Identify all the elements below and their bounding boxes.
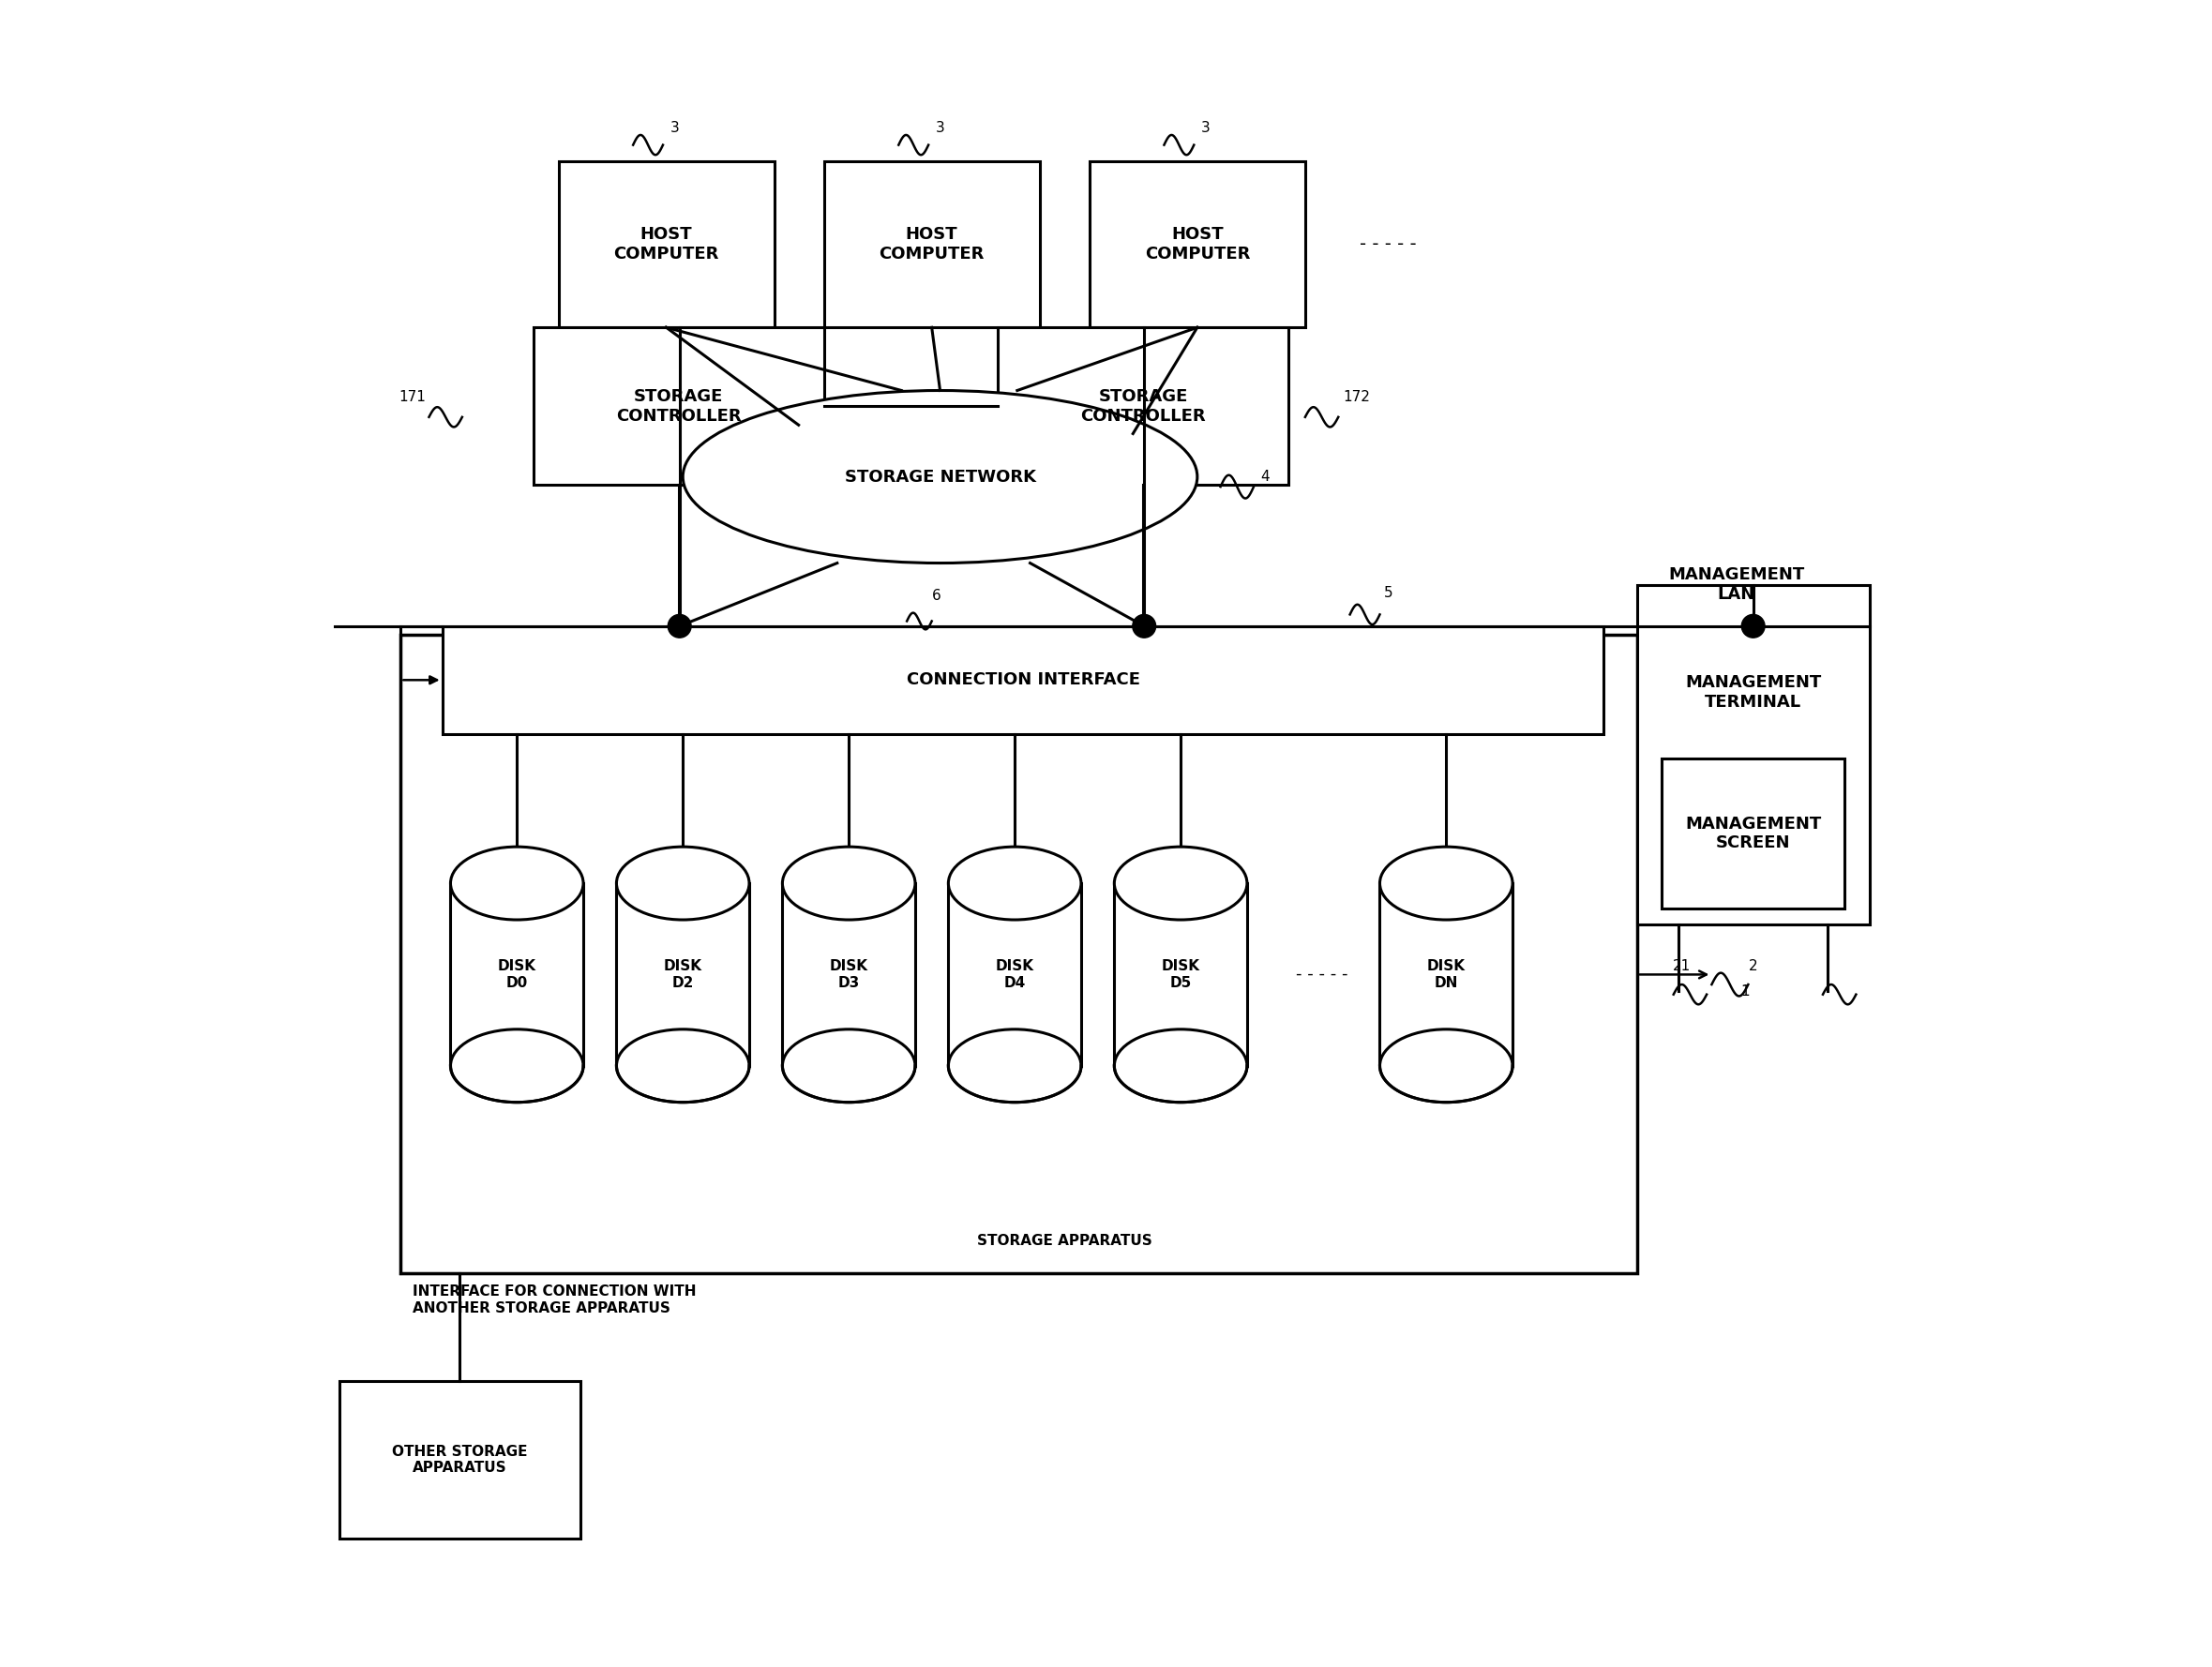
Bar	[823, 162, 1040, 327]
Circle shape	[668, 615, 690, 638]
Bar	[783, 884, 916, 1065]
Bar	[557, 162, 774, 327]
Text: 3: 3	[670, 122, 679, 135]
Text: STORAGE NETWORK: STORAGE NETWORK	[845, 468, 1035, 485]
Text: 171: 171	[398, 390, 425, 403]
Text: 1: 1	[1741, 984, 1750, 999]
Ellipse shape	[949, 847, 1082, 920]
Text: HOST
COMPUTER: HOST COMPUTER	[613, 227, 719, 263]
Ellipse shape	[684, 390, 1197, 563]
Text: OTHER STORAGE
APPARATUS: OTHER STORAGE APPARATUS	[392, 1445, 526, 1475]
Bar	[451, 884, 584, 1065]
Circle shape	[1133, 615, 1157, 638]
Ellipse shape	[949, 1029, 1082, 1102]
Text: INTERFACE FOR CONNECTION WITH
ANOTHER STORAGE APPARATUS: INTERFACE FOR CONNECTION WITH ANOTHER ST…	[411, 1285, 697, 1315]
Ellipse shape	[1115, 1029, 1248, 1102]
Ellipse shape	[1380, 1029, 1513, 1102]
Text: 2: 2	[1750, 959, 1759, 974]
Text: 172: 172	[1343, 390, 1371, 403]
Bar	[998, 327, 1290, 485]
Text: CONNECTION INTERFACE: CONNECTION INTERFACE	[907, 672, 1139, 688]
Bar	[400, 635, 1637, 1274]
Text: HOST
COMPUTER: HOST COMPUTER	[878, 227, 984, 263]
Ellipse shape	[617, 847, 750, 920]
Text: - - - - -: - - - - -	[1296, 967, 1347, 984]
Text: STORAGE APPARATUS: STORAGE APPARATUS	[978, 1234, 1152, 1249]
Text: STORAGE
CONTROLLER: STORAGE CONTROLLER	[1082, 388, 1206, 425]
Text: DISK
D5: DISK D5	[1161, 959, 1199, 990]
Text: 3: 3	[936, 122, 945, 135]
Text: DISK
D4: DISK D4	[995, 959, 1033, 990]
Text: 6: 6	[931, 588, 942, 603]
Text: DISK
D0: DISK D0	[498, 959, 535, 990]
Bar	[442, 627, 1604, 733]
Bar	[533, 327, 823, 485]
Bar	[1637, 585, 1869, 925]
Text: - - - - -: - - - - -	[1360, 235, 1416, 253]
Text: DISK
D3: DISK D3	[830, 959, 867, 990]
Bar	[1115, 884, 1248, 1065]
Text: 3: 3	[1201, 122, 1210, 135]
Text: STORAGE
CONTROLLER: STORAGE CONTROLLER	[617, 388, 741, 425]
Text: DISK
DN: DISK DN	[1427, 959, 1464, 990]
Ellipse shape	[451, 847, 584, 920]
Bar	[949, 884, 1082, 1065]
Bar	[1088, 162, 1305, 327]
Text: MANAGEMENT
SCREEN: MANAGEMENT SCREEN	[1686, 815, 1820, 852]
Ellipse shape	[617, 1029, 750, 1102]
Text: 5: 5	[1382, 585, 1394, 600]
Text: 4: 4	[1261, 470, 1270, 483]
Ellipse shape	[1115, 847, 1248, 920]
Circle shape	[1741, 615, 1765, 638]
Text: HOST
COMPUTER: HOST COMPUTER	[1144, 227, 1250, 263]
Ellipse shape	[451, 1029, 584, 1102]
Bar	[617, 884, 750, 1065]
Ellipse shape	[783, 847, 916, 920]
Text: 21: 21	[1672, 959, 1690, 974]
Ellipse shape	[1380, 847, 1513, 920]
Text: MANAGEMENT
LAN: MANAGEMENT LAN	[1668, 567, 1805, 603]
Text: DISK
D2: DISK D2	[664, 959, 701, 990]
Bar	[338, 1380, 580, 1539]
Bar	[1661, 758, 1845, 909]
Bar	[1380, 884, 1513, 1065]
Ellipse shape	[783, 1029, 916, 1102]
Text: MANAGEMENT
TERMINAL: MANAGEMENT TERMINAL	[1686, 673, 1820, 710]
